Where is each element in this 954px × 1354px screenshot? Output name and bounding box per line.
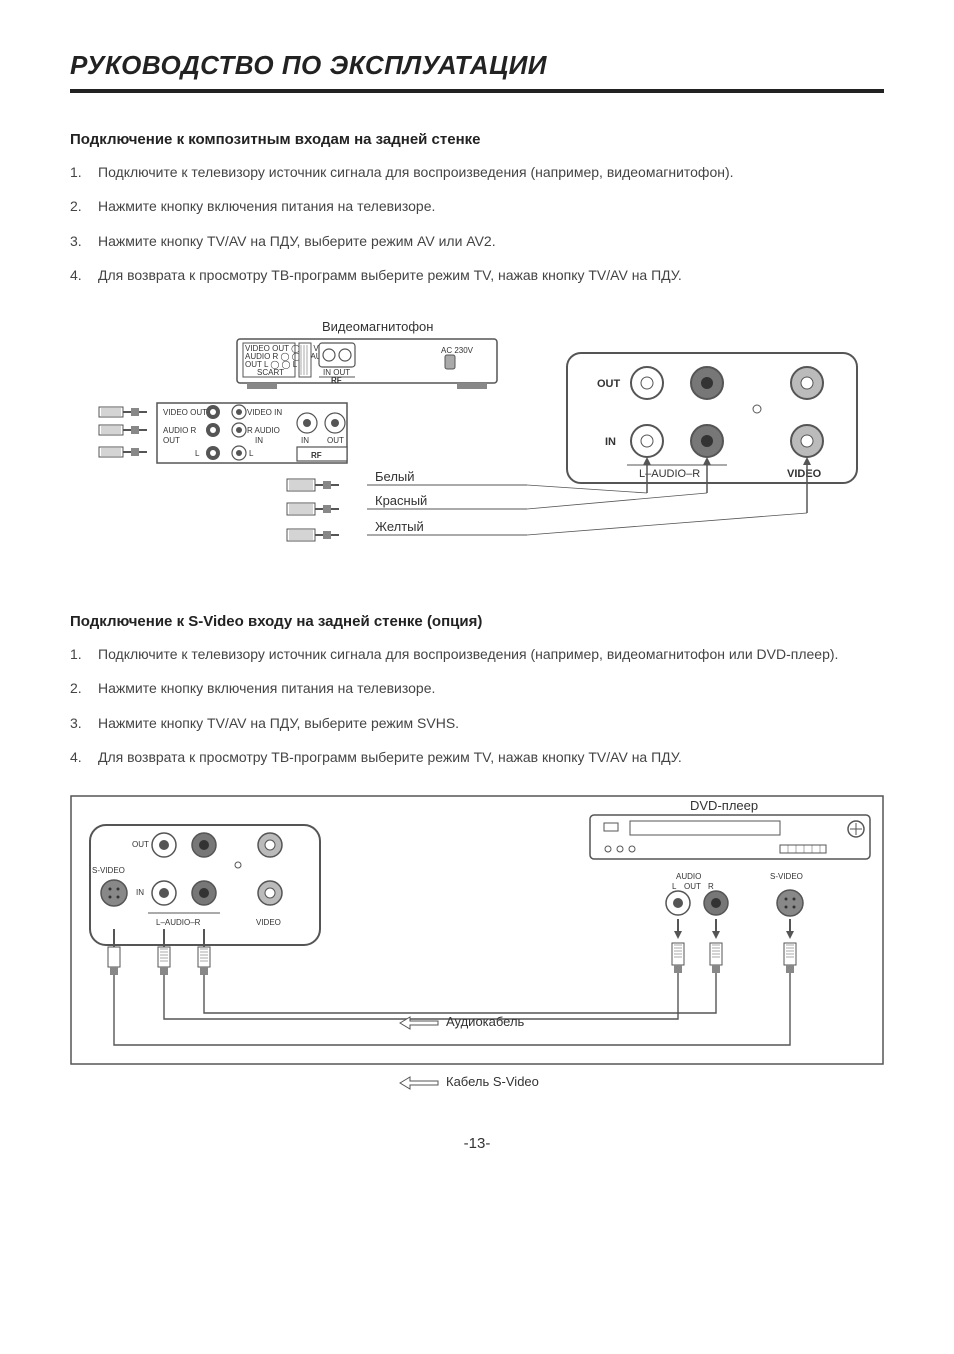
dvd-label: DVD-плеер [690, 798, 758, 813]
svideo-jack-icon [101, 880, 127, 906]
svg-text:AC 230V: AC 230V [441, 346, 474, 355]
svg-text:OUT: OUT [163, 436, 180, 445]
svg-text:VIDEO IN: VIDEO IN [247, 408, 282, 417]
svg-text:R: R [708, 882, 714, 891]
rca-plug-icon [99, 407, 147, 417]
svg-text:IN: IN [136, 888, 144, 897]
cable-yellow-label: Желтый [375, 519, 424, 534]
rca-plug-icon [99, 425, 147, 435]
svideo-jack-icon [777, 890, 803, 916]
list-item: Для возврата к просмотру ТВ-программ выб… [70, 265, 884, 285]
rca-plug-icon [672, 943, 684, 973]
svg-text:OUT: OUT [597, 378, 621, 390]
section2-steps: Подключите к телевизору источник сигнала… [70, 644, 884, 767]
svg-text:L–AUDIO–R: L–AUDIO–R [639, 468, 700, 480]
svg-text:IN: IN [255, 436, 263, 445]
rca-plug-icon [287, 503, 339, 515]
list-item: Нажмите кнопку включения питания на теле… [70, 678, 884, 698]
svg-text:VIDEO OUT: VIDEO OUT [163, 408, 207, 417]
svg-text:VIDEO: VIDEO [787, 468, 822, 480]
page-number: -13- [70, 1135, 884, 1152]
svg-text:IN: IN [301, 436, 309, 445]
rca-plug-icon [287, 479, 339, 491]
audio-cable-label: Аудиокабель [446, 1014, 525, 1029]
section1-steps: Подключите к телевизору источник сигнала… [70, 162, 884, 285]
svg-text:OUT: OUT [327, 436, 344, 445]
list-item: Подключите к телевизору источник сигнала… [70, 162, 884, 182]
cable-legend-icon [400, 1077, 438, 1089]
figure1-composite-diagram: Видеомагнитофон VIDEO OUT ◯ ◯ VIDEO IN A… [70, 313, 884, 573]
svg-text:S-VIDEO: S-VIDEO [770, 872, 803, 881]
svg-text:IN: IN [605, 436, 616, 448]
svg-text:S-VIDEO: S-VIDEO [92, 866, 125, 875]
svg-text:RF: RF [311, 451, 322, 460]
cable-red-label: Красный [375, 493, 427, 508]
svg-text:L–AUDIO–R: L–AUDIO–R [156, 918, 201, 927]
svg-text:L: L [672, 882, 677, 891]
svideo-cable-label: Кабель S-Video [446, 1074, 539, 1089]
svg-text:OUT: OUT [132, 840, 149, 849]
list-item: Для возврата к просмотру ТВ-программ выб… [70, 747, 884, 767]
rca-plug-icon [710, 943, 722, 973]
cable-white-label: Белый [375, 469, 415, 484]
svideo-plug-icon [784, 943, 796, 973]
list-item: Нажмите кнопку включения питания на теле… [70, 196, 884, 216]
rca-plug-icon [287, 529, 339, 541]
document-title: РУКОВОДСТВО ПО ЭКСПЛУАТАЦИИ [70, 50, 884, 93]
svg-text:R AUDIO: R AUDIO [247, 426, 280, 435]
list-item: Нажмите кнопку TV/AV на ПДУ, выберите ре… [70, 713, 884, 733]
svg-text:AUDIO: AUDIO [676, 872, 701, 881]
list-item: Подключите к телевизору источник сигнала… [70, 644, 884, 664]
section2-heading: Подключение к S-Video входу на задней ст… [70, 613, 884, 630]
svg-text:OUT: OUT [684, 882, 701, 891]
svg-text:AUDIO R: AUDIO R [163, 426, 197, 435]
figure2-svideo-diagram: OUT S-VIDEO IN L–AUDIO–R VIDEO DVD-плеер… [70, 795, 884, 1095]
list-item: Нажмите кнопку TV/AV на ПДУ, выберите ре… [70, 231, 884, 251]
rca-plug-icon [99, 447, 147, 457]
section1-heading: Подключение к композитным входам на задн… [70, 131, 884, 148]
vcr-label: Видеомагнитофон [322, 319, 433, 334]
svg-text:SCART: SCART [257, 368, 284, 377]
svg-text:L: L [195, 449, 200, 458]
svg-text:L: L [249, 449, 254, 458]
svg-text:VIDEO: VIDEO [256, 918, 281, 927]
